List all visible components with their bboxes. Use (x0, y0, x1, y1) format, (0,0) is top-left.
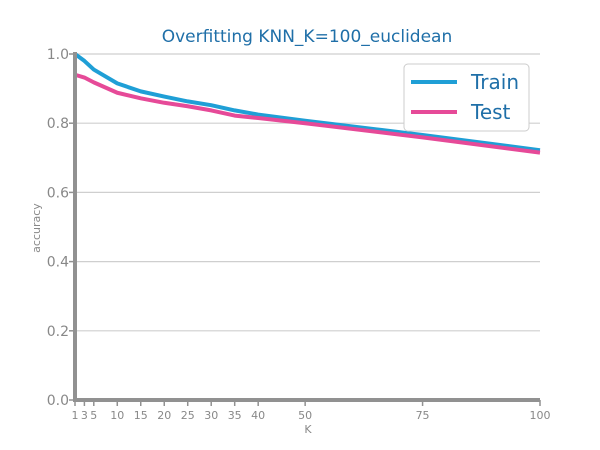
series-lines (73, 52, 541, 155)
x-tick-label: 5 (90, 409, 97, 422)
y-tick-label: 0.4 (47, 255, 69, 271)
y-ticks: 0.0 0.2 0.4 0.6 0.8 1.0 (47, 47, 75, 409)
x-tick-label: 25 (181, 409, 195, 422)
x-tick-label: 1 (72, 409, 79, 422)
x-tick-label: 40 (251, 409, 265, 422)
legend: Train Test (403, 63, 530, 132)
x-tick-label: 3 (81, 409, 88, 422)
x-tick-label: 100 (530, 409, 551, 422)
x-tick-label: 10 (110, 409, 124, 422)
y-axis-label: accuracy (30, 203, 43, 253)
series-line-train (73, 52, 541, 153)
x-ticks: 1 3 5 10 15 20 25 30 35 40 50 75 100 (72, 400, 551, 422)
y-tick-label: 1.0 (47, 47, 69, 63)
y-tick-label: 0.8 (47, 116, 69, 132)
legend-label-train: Train (470, 70, 519, 94)
series-line-test (74, 72, 541, 155)
x-tick-label: 35 (228, 409, 242, 422)
y-tick-label: 0.2 (47, 324, 69, 340)
x-tick-label: 50 (298, 409, 312, 422)
x-tick-label: 15 (134, 409, 148, 422)
y-tick-label: 0.6 (47, 185, 69, 201)
y-tick-label: 0.0 (47, 393, 69, 409)
x-tick-label: 30 (204, 409, 218, 422)
x-tick-label: 75 (416, 409, 430, 422)
x-tick-label: 20 (157, 409, 171, 422)
x-axis-label: K (304, 423, 312, 436)
legend-label-test: Test (470, 100, 511, 124)
chart-title: Overfitting KNN_K=100_euclidean (162, 27, 453, 47)
